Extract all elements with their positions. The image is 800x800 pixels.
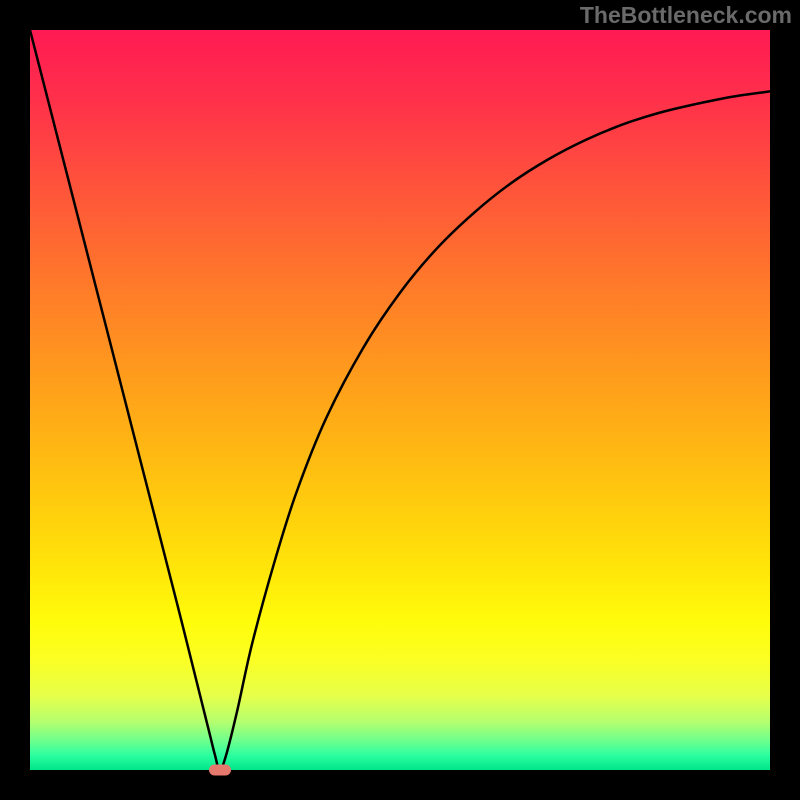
optimum-marker [209, 765, 231, 776]
watermark-text: TheBottleneck.com [580, 2, 792, 29]
plot-area [30, 30, 770, 770]
bottleneck-curve [30, 30, 770, 770]
chart-canvas: TheBottleneck.com [0, 0, 800, 800]
